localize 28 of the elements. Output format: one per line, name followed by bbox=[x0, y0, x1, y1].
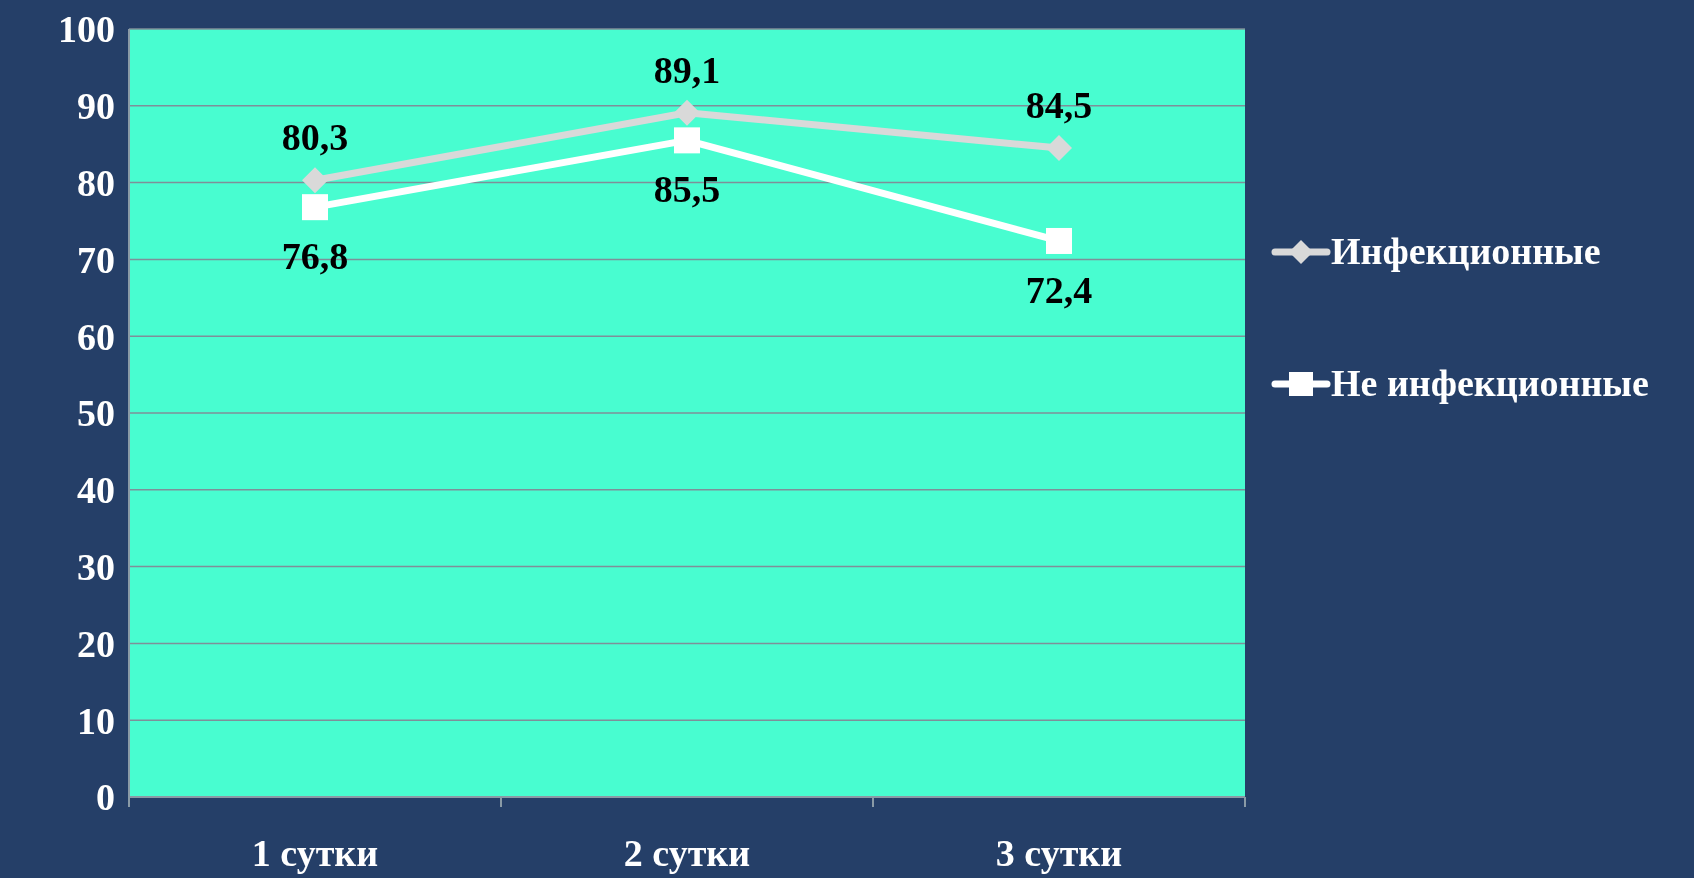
y-tick-label: 10 bbox=[77, 699, 115, 742]
legend-label: Не инфекционные bbox=[1331, 362, 1649, 404]
data-label: 89,1 bbox=[653, 48, 721, 91]
point bbox=[674, 99, 700, 126]
y-tick-label: 90 bbox=[77, 85, 115, 128]
y-tick-label: 0 bbox=[96, 776, 115, 819]
y-tick-label: 60 bbox=[77, 315, 115, 358]
data-label: 76,8 bbox=[281, 235, 349, 278]
data-label: 84,5 bbox=[1025, 84, 1093, 127]
y-tick-label: 100 bbox=[58, 8, 115, 51]
x-tick-label: 3 сутки bbox=[995, 832, 1123, 874]
point bbox=[302, 194, 328, 221]
point bbox=[302, 167, 328, 194]
point bbox=[674, 127, 700, 154]
x-tick-label: 1 сутки bbox=[251, 832, 379, 874]
y-tick-label: 70 bbox=[77, 238, 115, 281]
x-tick-label: 2 сутки bbox=[623, 832, 751, 874]
y-tick-label: 80 bbox=[77, 161, 115, 204]
point bbox=[1046, 227, 1072, 254]
data-label: 85,5 bbox=[653, 168, 721, 211]
data-label: 80,3 bbox=[281, 116, 349, 159]
y-tick-label: 50 bbox=[77, 392, 115, 435]
y-tick-label: 20 bbox=[77, 622, 115, 665]
legend-label: Инфекционные bbox=[1331, 230, 1601, 272]
point bbox=[1046, 135, 1072, 162]
data-label: 72,4 bbox=[1025, 268, 1093, 311]
y-tick-label: 40 bbox=[77, 469, 115, 512]
y-tick-label: 30 bbox=[77, 545, 115, 588]
